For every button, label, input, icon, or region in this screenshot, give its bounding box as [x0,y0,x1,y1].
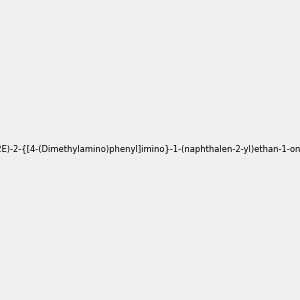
Text: (2E)-2-{[4-(Dimethylamino)phenyl]imino}-1-(naphthalen-2-yl)ethan-1-one: (2E)-2-{[4-(Dimethylamino)phenyl]imino}-… [0,146,300,154]
